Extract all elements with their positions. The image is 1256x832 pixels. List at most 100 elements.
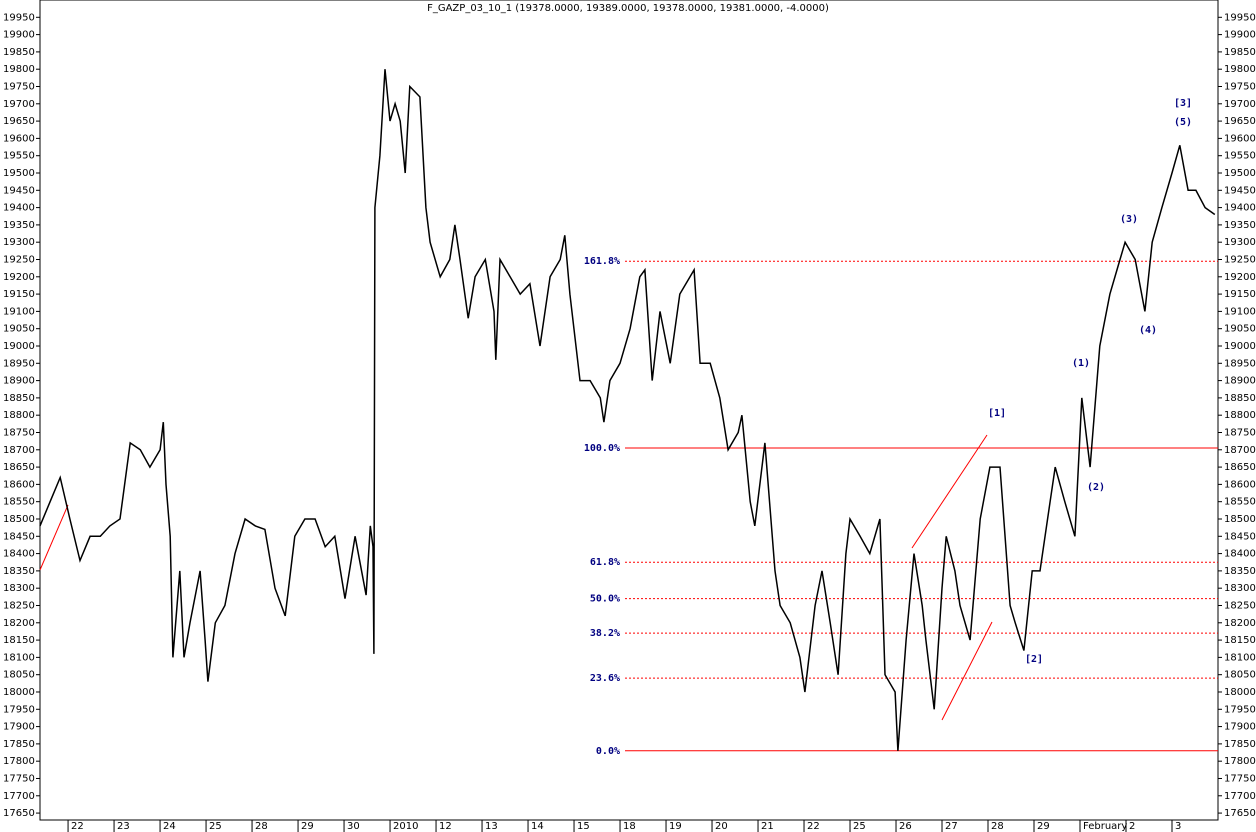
x-tick-label: 3 — [1175, 821, 1181, 832]
y-tick-label: 19100 — [3, 306, 35, 317]
y2-tick-label: 18700 — [1224, 445, 1256, 456]
y2-tick-label: 19250 — [1224, 254, 1256, 265]
fib-label: 161.8% — [584, 256, 620, 267]
y2-tick-label: 19750 — [1224, 81, 1256, 92]
x-tick-label: 27 — [945, 821, 958, 832]
price-line — [39, 69, 1216, 751]
x-tick-label: 22 — [807, 821, 820, 832]
y2-tick-label: 19650 — [1224, 116, 1256, 127]
y2-tick-label: 17700 — [1224, 791, 1256, 802]
y2-tick-label: 19150 — [1224, 289, 1256, 300]
y2-tick-label: 19950 — [1224, 12, 1256, 23]
y-tick-label: 19300 — [3, 237, 35, 248]
wave-label: [2] — [1025, 654, 1043, 665]
y-tick-label: 17850 — [3, 739, 35, 750]
y2-tick-label: 18950 — [1224, 358, 1256, 369]
y2-tick-label: 18000 — [1224, 687, 1256, 698]
y2-tick-label: 17950 — [1224, 704, 1256, 715]
y2-tick-label: 18550 — [1224, 497, 1256, 508]
y-tick-label: 18600 — [3, 479, 35, 490]
x-tick-label: 28 — [255, 821, 268, 832]
x-tick-label: 13 — [485, 821, 498, 832]
y2-tick-label: 18150 — [1224, 635, 1256, 646]
y2-tick-label: 17650 — [1224, 808, 1256, 819]
x-tick-label: 23 — [117, 821, 130, 832]
trend-line — [39, 504, 69, 571]
y-tick-label: 18550 — [3, 497, 35, 508]
y2-tick-label: 18400 — [1224, 549, 1256, 560]
y2-tick-label: 18850 — [1224, 393, 1256, 404]
y-tick-label: 18850 — [3, 393, 35, 404]
y-tick-label: 19150 — [3, 289, 35, 300]
y-tick-label: 19350 — [3, 220, 35, 231]
y2-tick-label: 19450 — [1224, 185, 1256, 196]
y2-tick-label: 17750 — [1224, 773, 1256, 784]
y2-tick-label: 19000 — [1224, 341, 1256, 352]
x-tick-label: 24 — [163, 821, 176, 832]
y-tick-label: 18900 — [3, 376, 35, 387]
y-tick-label: 19950 — [3, 12, 35, 23]
trend-line — [911, 434, 988, 549]
trend-line — [941, 621, 993, 721]
y-tick-label: 19500 — [3, 168, 35, 179]
y2-tick-label: 17800 — [1224, 756, 1256, 767]
y-tick-label: 18350 — [3, 566, 35, 577]
y2-tick-label: 18100 — [1224, 652, 1256, 663]
y-tick-label: 19650 — [3, 116, 35, 127]
y2-tick-label: 17850 — [1224, 739, 1256, 750]
y-tick-label: 17900 — [3, 722, 35, 733]
y-tick-label: 18150 — [3, 635, 35, 646]
y-tick-label: 19250 — [3, 254, 35, 265]
y-tick-label: 17800 — [3, 756, 35, 767]
fib-label: 38.2% — [590, 628, 620, 639]
y-tick-label: 19450 — [3, 185, 35, 196]
x-tick-label: 25 — [853, 821, 866, 832]
x-tick-label: 28 — [991, 821, 1004, 832]
y-tick-label: 19550 — [3, 151, 35, 162]
y-tick-label: 19850 — [3, 47, 35, 58]
y2-tick-label: 17900 — [1224, 722, 1256, 733]
y2-tick-label: 19850 — [1224, 47, 1256, 58]
y-tick-label: 19900 — [3, 30, 35, 41]
y2-tick-label: 19050 — [1224, 324, 1256, 335]
y-tick-label: 18200 — [3, 618, 35, 629]
y-tick-label: 19750 — [3, 81, 35, 92]
y2-tick-label: 18450 — [1224, 531, 1256, 542]
y2-tick-label: 18800 — [1224, 410, 1256, 421]
y2-tick-label: 19100 — [1224, 306, 1256, 317]
y-tick-label: 18800 — [3, 410, 35, 421]
x-tick-label: 30 — [347, 821, 360, 832]
x-tick-label: 15 — [577, 821, 590, 832]
y-tick-label: 19600 — [3, 133, 35, 144]
fib-label: 100.0% — [584, 443, 620, 454]
x-tick-label: 22 — [71, 821, 84, 832]
wave-label: (2) — [1087, 482, 1105, 493]
y2-tick-label: 18900 — [1224, 376, 1256, 387]
y2-tick-label: 18200 — [1224, 618, 1256, 629]
y-tick-label: 18100 — [3, 652, 35, 663]
y-tick-label: 19400 — [3, 203, 35, 214]
y2-tick-label: 19350 — [1224, 220, 1256, 231]
wave-label: [1] — [988, 408, 1006, 419]
x-tick-label: 12 — [439, 821, 452, 832]
wave-label: [3] — [1174, 98, 1192, 109]
y-tick-label: 19000 — [3, 341, 35, 352]
y-tick-label: 18400 — [3, 549, 35, 560]
x-tick-label: 2 — [1129, 821, 1135, 832]
x-tick-label: 14 — [531, 821, 544, 832]
y-tick-label: 17950 — [3, 704, 35, 715]
y-tick-label: 18950 — [3, 358, 35, 369]
y-tick-label: 17750 — [3, 773, 35, 784]
x-tick-label: 25 — [209, 821, 222, 832]
x-tick-label: 20 — [715, 821, 728, 832]
y-tick-label: 19050 — [3, 324, 35, 335]
y2-tick-label: 18600 — [1224, 479, 1256, 490]
y2-tick-label: 19400 — [1224, 203, 1256, 214]
y2-tick-label: 18750 — [1224, 427, 1256, 438]
x-tick-label: 21 — [761, 821, 774, 832]
y2-tick-label: 19500 — [1224, 168, 1256, 179]
y-tick-label: 18500 — [3, 514, 35, 525]
y-tick-label: 18700 — [3, 445, 35, 456]
